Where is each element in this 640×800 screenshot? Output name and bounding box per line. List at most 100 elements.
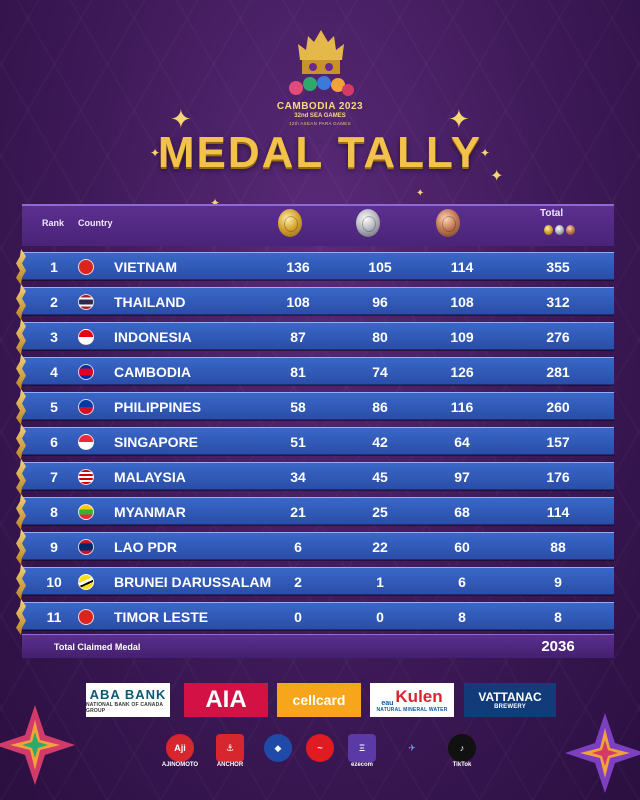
- country-cell: PHILIPPINES: [114, 399, 202, 415]
- gold-count-cell: 2: [294, 574, 302, 590]
- rank-cell: 1: [50, 259, 58, 275]
- bronze-count-cell: 6: [458, 574, 466, 590]
- table-row: 7 MALAYSIA 34 45 97 176: [22, 462, 614, 490]
- bronze-medal-mini-icon: [566, 225, 575, 235]
- silver-count-cell: 25: [372, 504, 388, 520]
- event-subtitle: 32nd SEA GAMES: [294, 113, 346, 119]
- table-row: 5 PHILIPPINES 58 86 116 260: [22, 392, 614, 420]
- table-header: [22, 204, 614, 246]
- sbt-logo-icon: ✈: [408, 742, 416, 753]
- country-cell: LAO PDR: [114, 539, 177, 555]
- sparkle-icon: ✦: [170, 104, 192, 134]
- bronze-count-cell: 126: [450, 364, 474, 380]
- sparkle-icon: ✦: [210, 196, 221, 210]
- ajinomoto-caption: AJINOMOTO: [161, 762, 199, 768]
- rank-cell: 6: [50, 434, 58, 450]
- tiktok-logo-icon: ♪: [448, 734, 476, 762]
- sponsor-aba-bank: ABA BANK NATIONAL BANK OF CANADA GROUP: [86, 683, 170, 717]
- ezecom-caption: ezecom: [350, 762, 373, 768]
- kulen-prefix: eau: [381, 700, 394, 707]
- rank-cell: 4: [50, 364, 58, 380]
- silver-count-cell: 45: [372, 469, 388, 485]
- total-count-cell: 355: [546, 259, 570, 275]
- brunei-flag-icon: [78, 574, 94, 590]
- header-total: Total: [540, 208, 564, 219]
- gold-count-cell: 34: [290, 469, 306, 485]
- silver-count-cell: 42: [372, 434, 388, 450]
- country-cell: SINGAPORE: [114, 434, 199, 450]
- country-cell: MALAYSIA: [114, 469, 186, 485]
- gold-medal-icon: [278, 209, 302, 237]
- silver-count-cell: 74: [372, 364, 388, 380]
- gold-count-cell: 87: [290, 329, 306, 345]
- corner-decoration-left: [0, 705, 75, 785]
- sponsor-aia: AIA: [184, 683, 268, 717]
- event-subtitle-2: 12th ASEAN PARA GAMES: [289, 121, 351, 126]
- country-cell: THAILAND: [114, 294, 186, 310]
- bronze-count-cell: 8: [458, 609, 466, 625]
- bronze-medal-icon: [436, 209, 460, 237]
- sparkle-icon: ✦: [150, 146, 161, 160]
- table-row: 1 VIETNAM 136 105 114 355: [22, 252, 614, 280]
- bronze-count-cell: 68: [454, 504, 470, 520]
- cellcard-name: cellcard: [292, 692, 346, 708]
- table-row: 3 INDONESIA 87 80 109 276: [22, 322, 614, 350]
- total-count-cell: 9: [554, 574, 562, 590]
- bronze-count-cell: 64: [454, 434, 470, 450]
- vattanac-name: VATTANAC: [478, 690, 542, 704]
- page-title: MEDAL TALLY: [157, 128, 483, 177]
- aba-bank-name: ABA BANK: [89, 686, 167, 702]
- sparkle-icon: ✦: [448, 104, 470, 134]
- bronze-count-cell: 108: [450, 294, 474, 310]
- gold-count-cell: 6: [294, 539, 302, 555]
- table-row: 9 LAO PDR 6 22 60 88: [22, 532, 614, 560]
- country-cell: CAMBODIA: [114, 364, 191, 380]
- thailand-flag-icon: [78, 294, 94, 310]
- table-row: 10 BRUNEI DARUSSALAM 2 1 6 9: [22, 567, 614, 595]
- sponsor-vattanac: VATTANAC BREWERY: [464, 683, 556, 717]
- silver-count-cell: 96: [372, 294, 388, 310]
- timor-leste-flag-icon: [78, 609, 94, 625]
- khmer-logo-icon: ◆: [264, 734, 292, 762]
- rank-cell: 3: [50, 329, 58, 345]
- sparkle-icon: ✦: [490, 168, 504, 185]
- sparkle-icon: ✦: [416, 188, 425, 199]
- total-count-cell: 281: [546, 364, 570, 380]
- country-cell: TIMOR LESTE: [114, 609, 209, 625]
- singapore-flag-icon: [78, 434, 94, 450]
- rank-cell: 2: [50, 294, 58, 310]
- sparkle-icon: ✦: [480, 146, 491, 160]
- coca-cola-logo-icon: ~: [306, 734, 334, 762]
- country-cell: MYANMAR: [114, 504, 186, 520]
- table-row: 8 MYANMAR 21 25 68 114: [22, 497, 614, 525]
- rank-cell: 10: [46, 574, 62, 590]
- silver-count-cell: 0: [376, 609, 384, 625]
- rank-cell: 9: [50, 539, 58, 555]
- rank-cell: 11: [46, 609, 62, 625]
- tiktok-caption: TikTok: [452, 762, 472, 768]
- bronze-count-cell: 60: [454, 539, 470, 555]
- aba-bank-sub: NATIONAL BANK OF CANADA GROUP: [86, 701, 164, 714]
- silver-count-cell: 105: [368, 259, 392, 275]
- gold-count-cell: 21: [290, 504, 306, 520]
- kulen-sub: NATURAL MINERAL WATER: [376, 707, 448, 713]
- anchor-caption: ANCHOR: [216, 762, 244, 768]
- header-country: Country: [78, 218, 113, 228]
- ezecom-logo-icon: Ξ: [348, 734, 376, 762]
- vattanac-sub: BREWERY: [494, 704, 526, 710]
- silver-medal-icon: [356, 209, 380, 237]
- header-rank: Rank: [42, 218, 65, 228]
- silver-count-cell: 80: [372, 329, 388, 345]
- bronze-count-cell: 109: [450, 329, 474, 345]
- vietnam-flag-icon: [78, 259, 94, 275]
- gold-count-cell: 136: [286, 259, 310, 275]
- cambodia-flag-icon: [78, 364, 94, 380]
- indonesia-flag-icon: [78, 329, 94, 345]
- malaysia-flag-icon: [78, 469, 94, 485]
- country-cell: BRUNEI DARUSSALAM: [114, 574, 272, 590]
- myanmar-flag-icon: [78, 504, 94, 520]
- table-row: 4 CAMBODIA 81 74 126 281: [22, 357, 614, 385]
- bronze-count-cell: 116: [450, 399, 474, 415]
- rank-cell: 8: [50, 504, 58, 520]
- silver-count-cell: 1: [376, 574, 384, 590]
